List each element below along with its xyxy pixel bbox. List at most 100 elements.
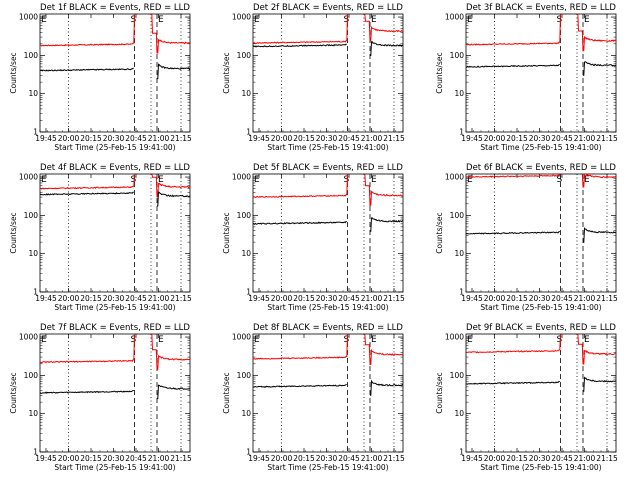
y-tick-label: 1000 [232, 173, 251, 182]
panel-title: Det 8f BLACK = Events, RED = LLD [253, 323, 403, 333]
y-axis-label: Counts/sec [222, 52, 231, 93]
x-tick-label: 21:00 [361, 454, 383, 463]
x-tick-label: 21:00 [574, 294, 596, 303]
y-tick-label: 100 [24, 211, 39, 220]
line-marker-S: S [557, 335, 563, 345]
panel-5: Det 5f BLACK = Events, RED = LLD 1 10 100 10… [222, 163, 405, 312]
left-marker: E [254, 335, 260, 345]
x-tick-label: 20:30 [529, 454, 551, 463]
y-axis-label: Counts/sec [9, 52, 18, 93]
y-axis-label: Counts/sec [435, 372, 444, 413]
y-tick-label: 100 [237, 211, 252, 220]
x-tick-label: 20:00 [58, 454, 80, 463]
lld-series-line [40, 334, 190, 370]
y-tick-label: 1 [246, 448, 251, 457]
plot-frame [39, 173, 191, 293]
x-tick-label: 21:00 [574, 454, 596, 463]
y-tick-label: 1000 [232, 13, 251, 22]
x-tick-label: 21:00 [361, 294, 383, 303]
lld-series-line [253, 174, 403, 206]
x-tick-label: 19:45 [248, 294, 270, 303]
line-marker-S: S [557, 15, 563, 25]
line-marker-S: S [557, 175, 563, 185]
events-series-line [253, 41, 403, 56]
x-tick-label: 20:45 [551, 134, 573, 143]
x-axis-label: Start Time (25-Feb-15 19:41:00) [54, 143, 175, 152]
y-tick-label: 1 [459, 288, 464, 297]
panel-title: Det 9f BLACK = Events, RED = LLD [466, 323, 616, 333]
y-tick-label: 10 [28, 409, 38, 418]
lld-series-line [466, 174, 616, 188]
x-tick-label: 20:15 [80, 134, 102, 143]
x-tick-label: 20:15 [506, 294, 528, 303]
x-tick-label: 21:00 [574, 134, 596, 143]
x-tick-label: 20:15 [293, 294, 315, 303]
events-series-line [466, 227, 616, 243]
line-marker-S: S [131, 15, 137, 25]
events-series-line [466, 376, 616, 392]
line-marker-E: E [584, 335, 590, 345]
y-tick-label: 100 [237, 371, 252, 380]
panel-8: Det 8f BLACK = Events, RED = LLD 1 10 100 10… [222, 323, 405, 472]
lld-series-line [40, 14, 190, 54]
x-axis-label: Start Time (25-Feb-15 19:41:00) [54, 303, 175, 312]
events-series-line [253, 217, 403, 232]
plot-frame [465, 13, 617, 133]
x-tick-label: 20:00 [58, 134, 80, 143]
x-axis-label: Start Time (25-Feb-15 19:41:00) [480, 463, 601, 472]
line-marker-E: E [158, 15, 164, 25]
panel-title: Det 2f BLACK = Events, RED = LLD [253, 3, 403, 13]
line-marker-S: S [131, 335, 137, 345]
panel-title: Det 7f BLACK = Events, RED = LLD [40, 323, 190, 333]
y-tick-label: 1 [33, 288, 38, 297]
events-series-line [40, 384, 190, 400]
y-tick-label: 1 [246, 128, 251, 137]
x-tick-label: 20:45 [338, 134, 360, 143]
x-axis-label: Start Time (25-Feb-15 19:41:00) [54, 463, 175, 472]
lld-series-line [466, 14, 616, 52]
y-tick-label: 100 [24, 51, 39, 60]
x-tick-label: 20:45 [338, 454, 360, 463]
left-marker: E [467, 335, 473, 345]
x-tick-label: 21:15 [170, 454, 192, 463]
left-marker: E [41, 15, 47, 25]
x-tick-label: 20:30 [103, 134, 125, 143]
y-tick-label: 100 [450, 371, 465, 380]
x-tick-label: 20:30 [316, 454, 338, 463]
events-series-line [40, 191, 190, 207]
y-tick-label: 1000 [19, 173, 38, 182]
y-axis-label: Counts/sec [222, 212, 231, 253]
x-tick-label: 20:45 [125, 134, 147, 143]
y-tick-label: 10 [241, 89, 251, 98]
x-tick-label: 19:45 [461, 454, 483, 463]
y-tick-label: 1 [246, 288, 251, 297]
events-series-line [466, 61, 616, 76]
x-tick-label: 19:45 [248, 454, 270, 463]
x-tick-label: 20:15 [80, 454, 102, 463]
y-tick-label: 100 [450, 211, 465, 220]
x-tick-label: 21:15 [596, 454, 618, 463]
y-axis-label: Counts/sec [222, 372, 231, 413]
x-tick-label: 21:00 [361, 134, 383, 143]
line-marker-S: S [344, 15, 350, 25]
y-tick-label: 1 [459, 448, 464, 457]
x-axis-label: Start Time (25-Feb-15 19:41:00) [480, 303, 601, 312]
panel-9: Det 9f BLACK = Events, RED = LLD 1 10 100 10… [435, 323, 618, 472]
lld-series-line [40, 174, 190, 198]
y-tick-label: 10 [454, 249, 464, 258]
x-tick-label: 20:45 [551, 294, 573, 303]
line-marker-E: E [158, 335, 164, 345]
x-tick-label: 20:15 [80, 294, 102, 303]
y-axis-label: Counts/sec [435, 52, 444, 93]
x-tick-label: 20:30 [529, 294, 551, 303]
left-marker: E [467, 175, 473, 185]
x-tick-label: 20:30 [529, 134, 551, 143]
panel-4: Det 4f BLACK = Events, RED = LLD 1 10 100 10… [9, 163, 192, 312]
line-marker-E: E [584, 175, 590, 185]
y-tick-label: 1000 [19, 333, 38, 342]
lld-series-line [466, 334, 616, 365]
y-tick-label: 1000 [445, 173, 464, 182]
x-tick-label: 20:00 [484, 294, 506, 303]
x-tick-label: 21:15 [383, 454, 405, 463]
